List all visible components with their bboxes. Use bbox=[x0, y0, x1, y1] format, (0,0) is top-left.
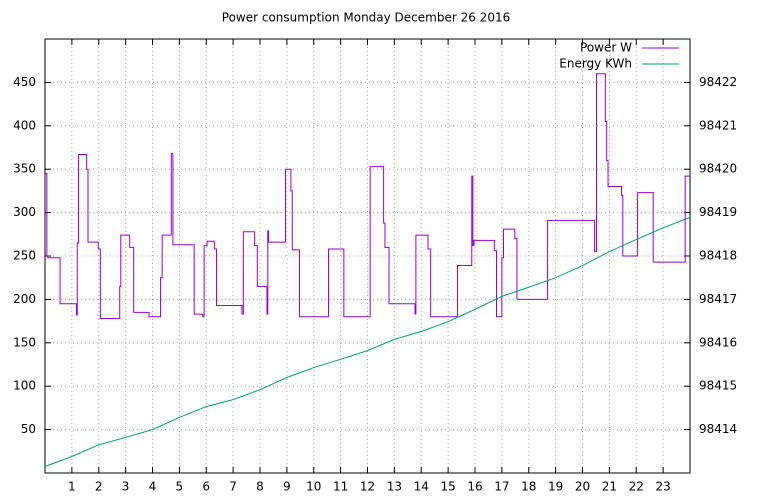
chart-title: Power consumption Monday December 26 201… bbox=[222, 11, 510, 25]
x-tick-label: 12 bbox=[360, 480, 375, 494]
data-line bbox=[44, 216, 691, 467]
x-tick-label: 9 bbox=[283, 480, 291, 494]
data-line bbox=[45, 73, 690, 319]
x-tick-label: 16 bbox=[467, 480, 482, 494]
x-tick-label: 23 bbox=[655, 480, 670, 494]
x-tick-label: 10 bbox=[306, 480, 321, 494]
x-tick-label: 21 bbox=[602, 480, 617, 494]
x-tick-label: 1 bbox=[68, 480, 76, 494]
y-tick-label: 350 bbox=[13, 162, 36, 176]
y2-tick-label: 98416 bbox=[699, 335, 737, 349]
x-tick-label: 17 bbox=[494, 480, 509, 494]
x-tick-label: 4 bbox=[149, 480, 157, 494]
y2-tick-label: 98420 bbox=[699, 162, 737, 176]
y-tick-label: 150 bbox=[13, 335, 36, 349]
y2-tick-label: 98421 bbox=[699, 118, 737, 132]
y-tick-label: 50 bbox=[21, 422, 36, 436]
y2-tick-label: 98422 bbox=[699, 75, 737, 89]
x-tick-label: 5 bbox=[176, 480, 184, 494]
y-tick-label: 400 bbox=[13, 118, 36, 132]
x-tick-label: 14 bbox=[414, 480, 429, 494]
y-tick-label: 300 bbox=[13, 205, 36, 219]
legend-label: Energy KWh bbox=[559, 57, 632, 71]
y-tick-label: 200 bbox=[13, 292, 36, 306]
x-tick-label: 7 bbox=[229, 480, 237, 494]
x-tick-label: 22 bbox=[629, 480, 644, 494]
x-tick-label: 13 bbox=[387, 480, 402, 494]
y2-tick-label: 98417 bbox=[699, 292, 737, 306]
y-tick-label: 100 bbox=[13, 379, 36, 393]
plot-frame bbox=[44, 38, 691, 474]
y2-tick-label: 98415 bbox=[699, 379, 737, 393]
y-tick-label: 450 bbox=[13, 75, 36, 89]
x-tick-label: 15 bbox=[440, 480, 455, 494]
y2-tick-label: 98414 bbox=[699, 422, 737, 436]
x-tick-label: 19 bbox=[548, 480, 563, 494]
x-tick-label: 20 bbox=[575, 480, 590, 494]
x-tick-label: 3 bbox=[122, 480, 130, 494]
x-tick-label: 6 bbox=[202, 480, 210, 494]
x-tick-label: 8 bbox=[256, 480, 264, 494]
legend-label: Power W bbox=[580, 41, 632, 55]
x-tick-label: 18 bbox=[521, 480, 536, 494]
y-tick-label: 250 bbox=[13, 249, 36, 263]
x-tick-label: 11 bbox=[333, 480, 348, 494]
y2-tick-label: 98419 bbox=[699, 205, 737, 219]
y2-tick-label: 98418 bbox=[699, 249, 737, 263]
x-tick-label: 2 bbox=[95, 480, 103, 494]
